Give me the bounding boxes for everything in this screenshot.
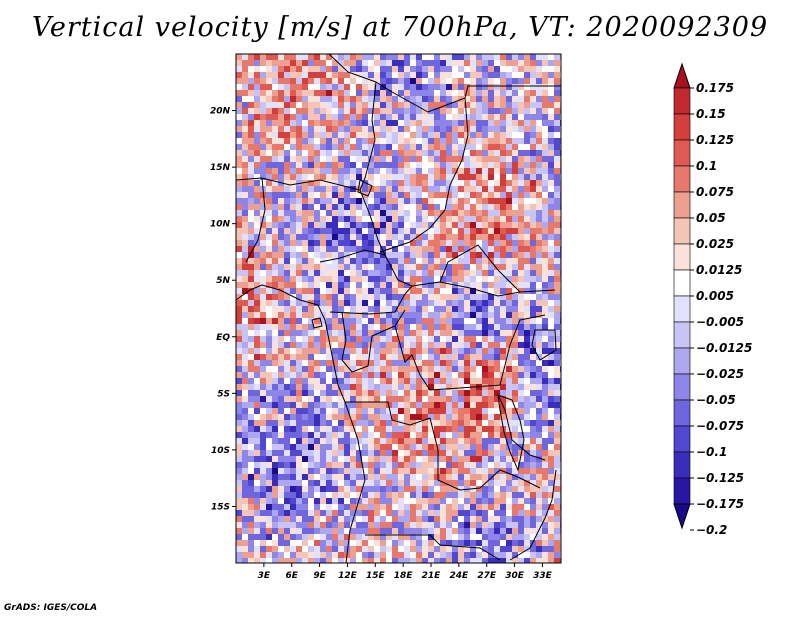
lon-tick-label: 18E [394,571,414,581]
colorbar-label: 0.075 [696,185,734,199]
colorbar-label: 0.175 [696,81,734,95]
lon-tick-label: 24E [450,571,470,581]
colorbar-segment [673,243,691,271]
lat-tick-label: 5N [216,276,230,286]
lat-tick-label: EQ [216,333,230,343]
colorbar-segment [673,425,691,453]
lat-tick-label: 15S [211,502,230,512]
lon-tick-label: 33E [533,571,553,581]
colorbar-segment [673,399,691,427]
colorbar-segment [673,217,691,245]
colorbar: 0.175 0.15 0.125 0.1 0.075 0.05 0.025 0.0125 0.0… [673,62,752,537]
velocity-map [236,54,561,563]
colorbar-segment [673,321,691,349]
colorbar-bottom-arrow [673,503,691,530]
lon-tick-label: 3E [258,571,271,581]
figure-title: Vertical velocity [m/s] at 700hPa, VT: 2… [31,12,769,43]
colorbar-label: 0.05 [696,211,726,225]
colorbar-label: −0.005 [696,315,744,329]
colorbar-segment [673,269,691,297]
lat-tick-label: 10N [210,220,231,230]
colorbar-label: −0.025 [696,367,744,381]
lon-tick-label: 30E [505,571,525,581]
colorbar-label: −0.1 [696,445,727,459]
colorbar-label: 0.1 [696,159,717,173]
lat-tick-label: 15N [210,163,231,173]
colorbar-segment [673,373,691,401]
map-frame [235,53,562,564]
colorbar-label: −0.175 [696,497,744,511]
lon-tick-label: 12E [338,571,358,581]
colorbar-label: 0.15 [696,107,726,121]
colorbar-label: −0.2 [696,523,727,537]
latitude-axis: 20N 15N 10N 5N EQ 5S 10S 15S [210,107,236,512]
colorbar-segment [673,165,691,193]
lon-tick-label: 27E [477,571,497,581]
colorbar-label: −0.0125 [696,341,752,355]
lat-tick-label: 20N [210,107,231,117]
colorbar-label: 0.005 [696,289,734,303]
colorbar-top-arrow [673,62,691,89]
lon-tick-label: 9E [313,571,326,581]
lon-tick-label: 15E [366,571,386,581]
grads-credit: GrADS: IGES/COLA [4,603,98,613]
colorbar-segment [673,451,691,479]
longitude-axis: 3E 6E 9E 12E 15E 18E 21E 24E 27E 30E 33E [258,563,553,581]
colorbar-label: 0.125 [696,133,734,147]
colorbar-label: 0.0125 [696,263,742,277]
colorbar-label: 0.025 [696,237,734,251]
colorbar-segment [673,87,691,115]
colorbar-label: −0.075 [696,419,744,433]
colorbar-segment [673,295,691,323]
lon-tick-label: 6E [286,571,299,581]
noise-overlay [236,54,561,563]
lat-tick-label: 10S [211,446,230,456]
colorbar-label: −0.125 [696,471,744,485]
colorbar-label: −0.05 [696,393,736,407]
colorbar-segment [673,347,691,375]
colorbar-segment [673,191,691,219]
lon-tick-label: 21E [422,571,442,581]
colorbar-segment [673,113,691,141]
colorbar-segment [673,139,691,167]
lat-tick-label: 5S [217,389,230,399]
colorbar-segment [673,477,691,505]
